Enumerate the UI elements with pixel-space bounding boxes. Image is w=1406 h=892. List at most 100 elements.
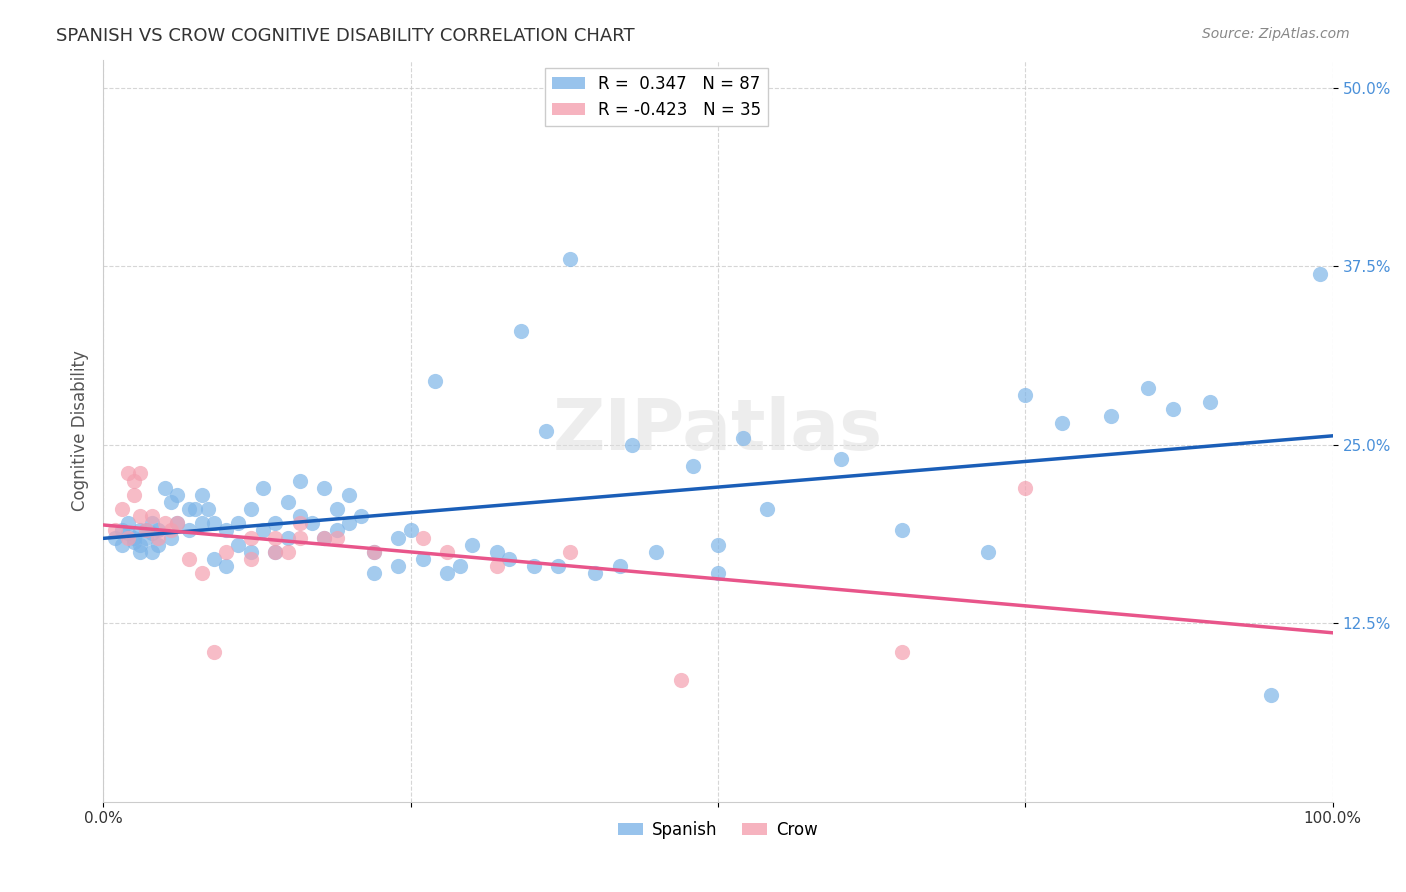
Spanish bbox=[1099, 409, 1122, 424]
Spanish bbox=[197, 502, 219, 516]
Crow bbox=[148, 531, 170, 545]
Spanish bbox=[1052, 417, 1074, 431]
Spanish bbox=[1014, 388, 1036, 402]
Crow bbox=[239, 531, 262, 545]
Crow bbox=[264, 531, 287, 545]
Spanish bbox=[314, 531, 336, 545]
Spanish bbox=[609, 559, 631, 574]
Spanish bbox=[522, 559, 544, 574]
Spanish bbox=[498, 552, 520, 566]
Spanish bbox=[129, 545, 152, 559]
Spanish bbox=[560, 252, 582, 267]
Spanish bbox=[314, 481, 336, 495]
Spanish bbox=[756, 502, 779, 516]
Spanish bbox=[148, 524, 170, 538]
Spanish bbox=[547, 559, 569, 574]
Crow bbox=[288, 531, 311, 545]
Spanish bbox=[977, 545, 1000, 559]
Spanish bbox=[1309, 267, 1331, 281]
Spanish bbox=[153, 481, 176, 495]
Crow bbox=[122, 488, 145, 502]
Spanish bbox=[252, 524, 274, 538]
Crow bbox=[179, 552, 201, 566]
Spanish bbox=[148, 538, 170, 552]
Spanish bbox=[485, 545, 508, 559]
Crow bbox=[135, 524, 157, 538]
Spanish bbox=[129, 524, 152, 538]
Crow bbox=[412, 531, 434, 545]
Text: Source: ZipAtlas.com: Source: ZipAtlas.com bbox=[1202, 27, 1350, 41]
Spanish bbox=[301, 516, 323, 531]
Spanish bbox=[277, 531, 299, 545]
Spanish bbox=[202, 516, 225, 531]
Spanish bbox=[166, 516, 188, 531]
Crow bbox=[104, 524, 127, 538]
Spanish bbox=[337, 516, 360, 531]
Spanish bbox=[510, 324, 533, 338]
Crow bbox=[485, 559, 508, 574]
Spanish bbox=[423, 374, 446, 388]
Text: ZIPatlas: ZIPatlas bbox=[553, 396, 883, 465]
Spanish bbox=[117, 526, 139, 541]
Spanish bbox=[620, 438, 643, 452]
Crow bbox=[141, 509, 163, 524]
Crow bbox=[166, 516, 188, 531]
Crow bbox=[117, 531, 139, 545]
Crow bbox=[122, 474, 145, 488]
Spanish bbox=[830, 452, 852, 467]
Spanish bbox=[1260, 688, 1282, 702]
Crow bbox=[117, 467, 139, 481]
Spanish bbox=[228, 538, 250, 552]
Crow bbox=[239, 552, 262, 566]
Spanish bbox=[190, 488, 212, 502]
Spanish bbox=[215, 524, 238, 538]
Crow bbox=[129, 509, 152, 524]
Crow bbox=[129, 467, 152, 481]
Spanish bbox=[350, 509, 373, 524]
Crow bbox=[202, 645, 225, 659]
Crow bbox=[288, 516, 311, 531]
Crow bbox=[153, 516, 176, 531]
Crow bbox=[264, 545, 287, 559]
Spanish bbox=[141, 516, 163, 531]
Spanish bbox=[288, 509, 311, 524]
Spanish bbox=[122, 531, 145, 545]
Legend: Spanish, Crow: Spanish, Crow bbox=[612, 814, 824, 846]
Spanish bbox=[202, 552, 225, 566]
Spanish bbox=[707, 538, 730, 552]
Spanish bbox=[387, 559, 409, 574]
Spanish bbox=[159, 495, 181, 509]
Spanish bbox=[891, 524, 914, 538]
Spanish bbox=[239, 545, 262, 559]
Spanish bbox=[682, 459, 704, 474]
Spanish bbox=[461, 538, 484, 552]
Spanish bbox=[399, 524, 422, 538]
Spanish bbox=[104, 531, 127, 545]
Spanish bbox=[363, 566, 385, 581]
Spanish bbox=[337, 488, 360, 502]
Spanish bbox=[184, 502, 207, 516]
Spanish bbox=[135, 524, 157, 538]
Spanish bbox=[363, 545, 385, 559]
Spanish bbox=[436, 566, 458, 581]
Spanish bbox=[707, 566, 730, 581]
Text: SPANISH VS CROW COGNITIVE DISABILITY CORRELATION CHART: SPANISH VS CROW COGNITIVE DISABILITY COR… bbox=[56, 27, 636, 45]
Spanish bbox=[412, 552, 434, 566]
Crow bbox=[669, 673, 692, 688]
Spanish bbox=[117, 516, 139, 531]
Crow bbox=[436, 545, 458, 559]
Crow bbox=[326, 531, 349, 545]
Spanish bbox=[449, 559, 471, 574]
Spanish bbox=[122, 534, 145, 549]
Spanish bbox=[166, 488, 188, 502]
Spanish bbox=[179, 502, 201, 516]
Spanish bbox=[583, 566, 606, 581]
Spanish bbox=[387, 531, 409, 545]
Spanish bbox=[135, 531, 157, 545]
Spanish bbox=[326, 524, 349, 538]
Crow bbox=[159, 524, 181, 538]
Spanish bbox=[326, 502, 349, 516]
Y-axis label: Cognitive Disability: Cognitive Disability bbox=[72, 351, 89, 511]
Spanish bbox=[110, 538, 132, 552]
Spanish bbox=[141, 545, 163, 559]
